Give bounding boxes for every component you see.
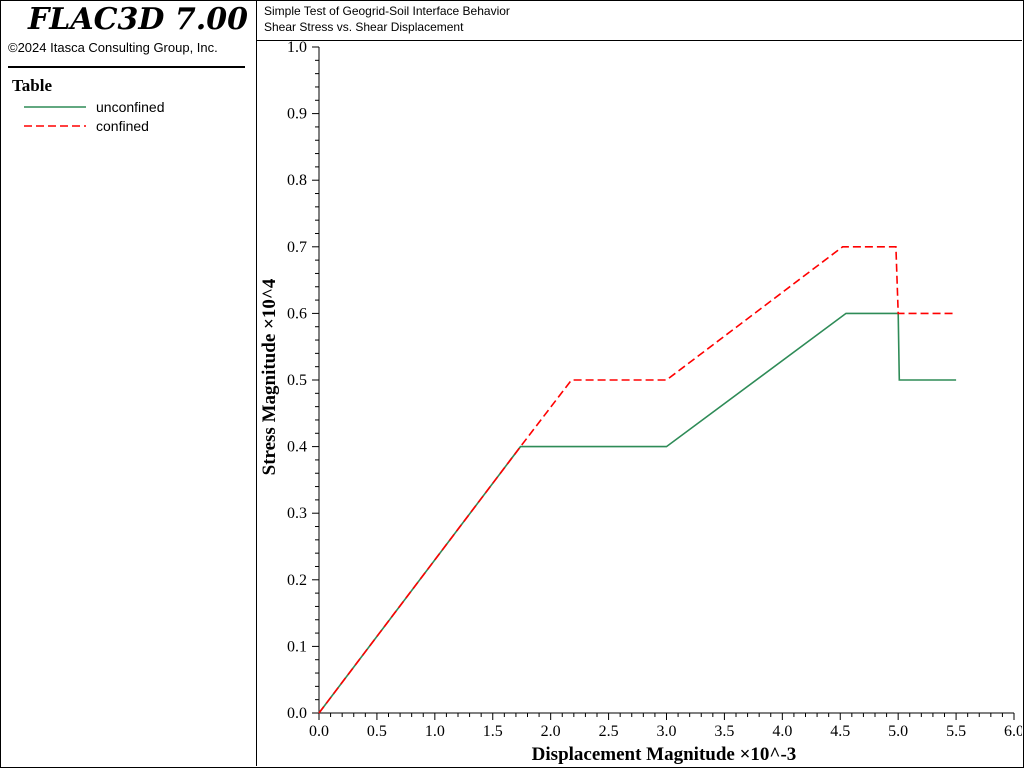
x-tick-label: 3.0 bbox=[657, 723, 677, 740]
x-tick-label: 5.5 bbox=[946, 723, 966, 740]
legend-title: Table bbox=[12, 76, 53, 95]
y-tick-label: 1.0 bbox=[287, 41, 307, 56]
series-layer bbox=[318, 246, 957, 714]
x-tick-label: 5.0 bbox=[888, 723, 908, 740]
axes-layer: 0.0 0.5 1.0 1.5 2.0 2.5 3.0 3.5 4.0 4.5 5.0 5.5 6.0 0… bbox=[287, 41, 1022, 740]
y-tick-label: 0.9 bbox=[287, 106, 307, 123]
title-divider bbox=[257, 40, 1022, 41]
y-tick-label: 0.0 bbox=[287, 705, 307, 722]
copyright-text: ©2024 Itasca Consulting Group, Inc. bbox=[8, 40, 218, 55]
series-line-confined bbox=[318, 246, 957, 714]
y-tick-label: 0.2 bbox=[287, 572, 307, 589]
legend-swatch-unconfined bbox=[24, 106, 86, 108]
x-tick-label: 2.0 bbox=[541, 723, 561, 740]
y-tick-label: 0.3 bbox=[287, 505, 307, 522]
y-tick-label: 0.8 bbox=[287, 172, 307, 189]
header-rule bbox=[8, 66, 245, 68]
legend-swatch-confined bbox=[24, 125, 86, 127]
plot-area: 0.0 0.5 1.0 1.5 2.0 2.5 3.0 3.5 4.0 4.5 5.0 5.5 6.0 0… bbox=[259, 41, 1022, 765]
app-title: FLAC3D 7.00 bbox=[28, 2, 248, 37]
x-tick-label: 4.0 bbox=[772, 723, 792, 740]
x-tick-label: 1.0 bbox=[425, 723, 445, 740]
y-axis-label: Stress Magnitude ×10^4 bbox=[259, 278, 280, 475]
chart-subtitle: Shear Stress vs. Shear Displacement bbox=[264, 20, 464, 34]
y-tick-label: 0.6 bbox=[287, 305, 307, 322]
legend-item-unconfined: unconfined bbox=[24, 98, 234, 116]
x-tick-label: 4.5 bbox=[830, 723, 850, 740]
x-tick-label: 0.0 bbox=[309, 723, 329, 740]
y-tick-label: 0.4 bbox=[287, 439, 307, 456]
x-tick-label: 6.0 bbox=[1004, 723, 1022, 740]
panel-divider bbox=[256, 0, 257, 766]
chart-title: Simple Test of Geogrid-Soil Interface Be… bbox=[264, 4, 510, 18]
y-tick-label: 0.5 bbox=[287, 372, 307, 389]
legend-label-confined: confined bbox=[96, 118, 149, 134]
x-tick-label: 1.5 bbox=[483, 723, 503, 740]
x-tick-label: 0.5 bbox=[367, 723, 387, 740]
series-line-unconfined bbox=[318, 312, 957, 714]
x-tick-label: 2.5 bbox=[599, 723, 619, 740]
legend-item-confined: confined bbox=[24, 117, 234, 135]
x-tick-label: 3.5 bbox=[714, 723, 734, 740]
x-axis-label: Displacement Magnitude ×10^-3 bbox=[532, 744, 797, 765]
y-tick-label: 0.7 bbox=[287, 239, 307, 256]
legend-label-unconfined: unconfined bbox=[96, 99, 165, 115]
y-tick-label: 0.1 bbox=[287, 638, 307, 655]
